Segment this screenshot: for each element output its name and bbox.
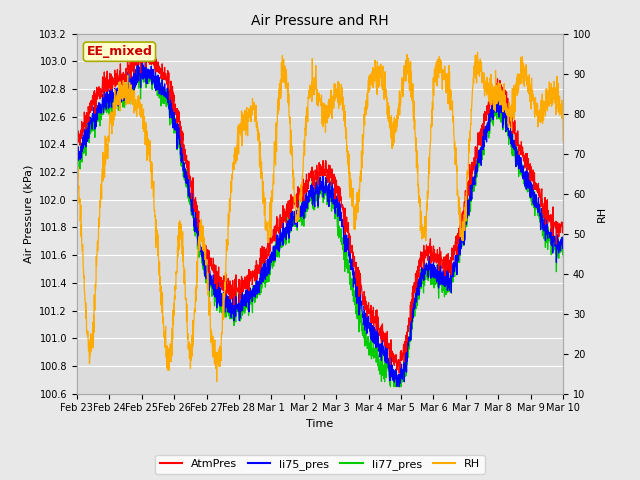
Title: Air Pressure and RH: Air Pressure and RH <box>251 14 389 28</box>
X-axis label: Time: Time <box>307 419 333 429</box>
Legend: AtmPres, li75_pres, li77_pres, RH: AtmPres, li75_pres, li77_pres, RH <box>156 455 484 474</box>
Y-axis label: RH: RH <box>597 205 607 222</box>
Y-axis label: Air Pressure (kPa): Air Pressure (kPa) <box>24 165 34 263</box>
Text: EE_mixed: EE_mixed <box>86 45 152 58</box>
